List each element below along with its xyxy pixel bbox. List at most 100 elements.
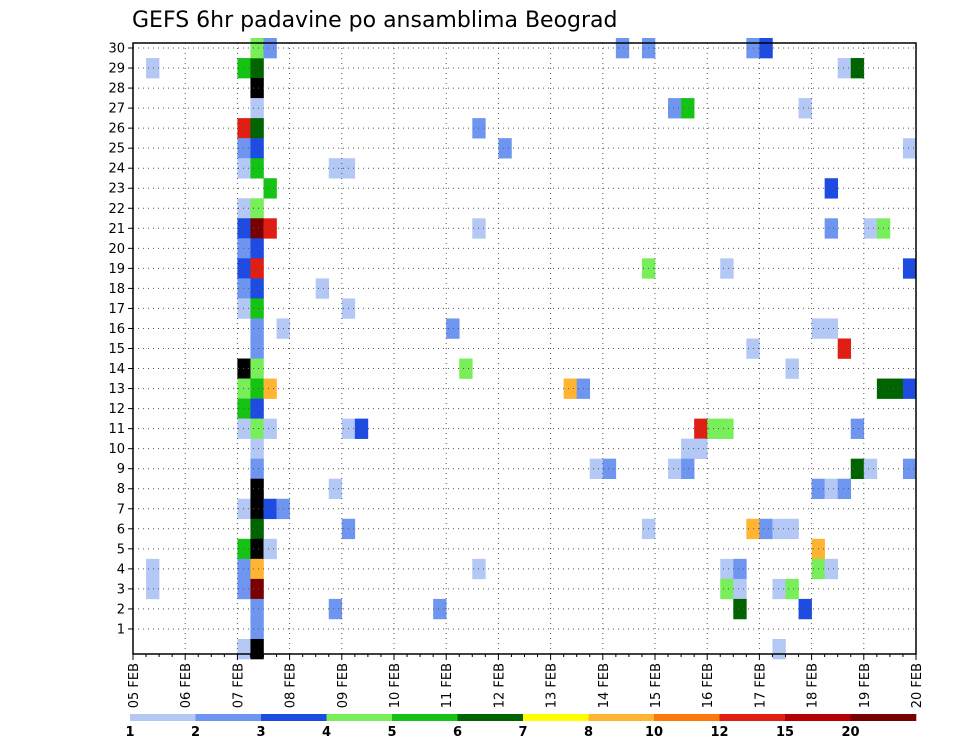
legend-label: 3 [256,725,265,740]
y-tick-label: 16 [108,322,125,337]
y-tick-label: 1 [117,622,125,637]
x-tick-label: 06 FEB [179,663,194,708]
heatmap-cell [250,138,264,159]
heatmap-cell [785,518,799,540]
y-tick-label: 23 [108,182,125,197]
y-tick-label: 4 [117,562,125,577]
legend-swatch [195,714,262,721]
heatmap-cell [237,638,251,660]
heatmap-cell [446,318,460,339]
heatmap-cell [328,478,343,500]
x-tick-label: 05 FEB [127,663,142,708]
legend-label: 5 [387,725,396,740]
heatmap-cell [250,258,264,279]
legend-label: 20 [841,725,859,740]
heatmap-cell [889,378,904,399]
heatmap-cell [250,578,264,600]
x-tick-label: 20 FEB [910,663,925,708]
heatmap-cell [250,458,264,480]
heatmap-cell [694,418,708,439]
heatmap-cell [720,418,734,439]
heatmap-cell [237,358,251,379]
heatmap-cell [863,458,878,480]
heatmap-cell [459,358,473,379]
legend-swatch [588,714,655,721]
heatmap-cell [237,238,251,259]
heatmap-cell [720,558,734,580]
heatmap-cell [250,438,264,459]
heatmap-cell [250,198,264,219]
heatmap-cell [902,458,917,480]
legend-swatch [457,714,524,721]
heatmap-cell [250,78,264,99]
heatmap-cell [250,498,264,520]
y-tick-label: 26 [108,122,125,137]
heatmap-cell [837,58,852,79]
heatmap-cell [237,278,251,299]
x-tick-label: 07 FEB [231,663,246,708]
heatmap-cell [250,518,264,540]
y-tick-label: 2 [117,602,125,617]
legend-swatch [719,714,786,721]
heatmap-cell [250,118,264,139]
heatmap-cell [759,518,773,540]
x-tick-label: 19 FEB [858,663,873,708]
heatmap-cell [250,358,264,379]
heatmap-cell [250,338,264,359]
y-tick-label: 22 [108,202,125,217]
heatmap-cell [237,578,251,600]
x-tick-label: 18 FEB [806,663,821,708]
y-tick-label: 29 [108,62,125,77]
heatmap-cell [668,98,682,119]
x-tick-label: 08 FEB [284,663,299,708]
y-tick-label: 5 [117,542,125,557]
heatmap-cell [824,178,838,199]
x-tick-label: 17 FEB [753,663,768,708]
heatmap-cell [681,458,695,480]
heatmap-cell [250,558,264,580]
x-tick-label: 09 FEB [336,663,351,708]
heatmap-cell [902,258,917,279]
x-tick-label: 15 FEB [649,663,664,708]
x-tick-label: 10 FEB [388,663,403,708]
heatmap-cell [250,158,264,179]
x-tick-label: 16 FEB [701,663,716,708]
heatmap-cell [237,538,251,560]
heatmap-cell [328,598,343,620]
y-tick-label: 18 [108,282,125,297]
heatmap-cell [250,538,264,560]
heatmap-cell [237,558,251,580]
heatmap-cell [263,37,277,59]
heatmap-cell [589,458,604,480]
heatmap-cell [863,218,878,239]
heatmap-cell [250,298,264,319]
y-tick-label: 24 [108,162,125,177]
heatmap-cell [850,58,865,79]
y-tick-label: 6 [117,522,125,537]
x-tick-label: 12 FEB [492,663,507,708]
y-tick-label: 25 [108,142,125,157]
heatmap-cell [798,98,812,119]
heatmap-cell [250,238,264,259]
y-tick-label: 8 [117,482,125,497]
heatmap-cell [315,278,330,299]
legend-label: 8 [584,725,593,740]
heatmap-cell [759,37,773,59]
heatmap-cell [850,458,865,480]
heatmap-cell [694,438,708,459]
heatmap-cell [237,378,251,399]
heatmap-cell [237,298,251,319]
heatmap-cell [824,478,838,500]
heatmap-cell [824,318,838,339]
legend-label: 4 [322,725,331,740]
heatmap-cell [250,37,264,59]
heatmap-cell [733,578,747,600]
heatmap-cell [263,538,277,560]
heatmap-cell [354,418,369,439]
heatmap-cell [146,578,160,600]
y-tick-label: 7 [117,502,125,517]
y-tick-label: 17 [108,302,125,317]
y-tick-label: 9 [117,462,125,477]
legend-label: 1 [125,725,134,740]
heatmap-cells [146,37,917,660]
